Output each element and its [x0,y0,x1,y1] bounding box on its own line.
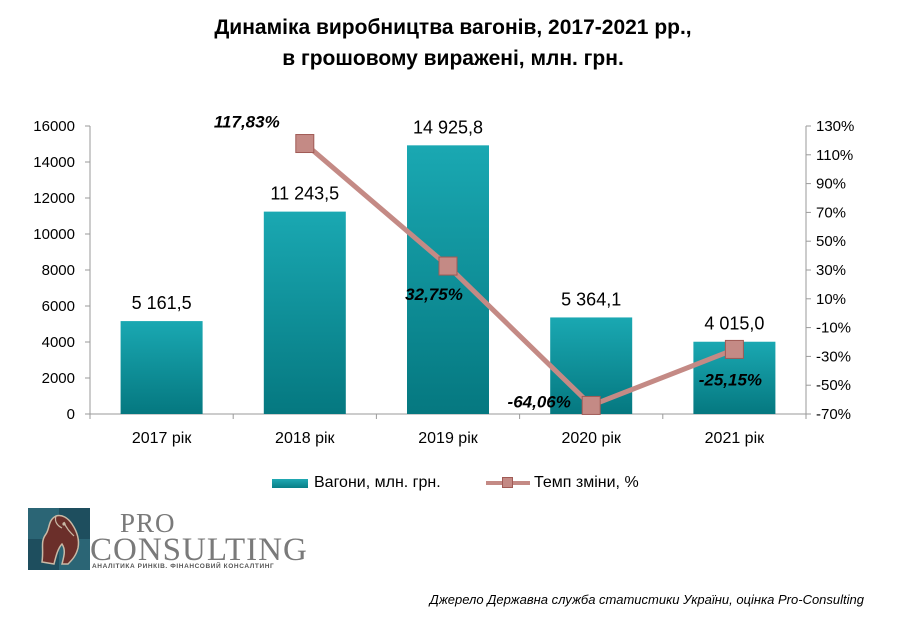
chart-title-line-2: в грошовому виражені, млн. грн. [282,47,624,70]
bar [407,145,489,414]
bar [120,321,203,414]
y-right-tick-label: -10% [816,320,851,337]
pro-consulting-logo: PRO CONSULTING АНАЛІТИКА РИНКІВ. ФІНАНСО… [28,508,308,574]
x-tick-label: 2018 рік [275,430,335,447]
y-left-tick-label: 14000 [33,154,75,171]
y-right-tick-label: -30% [816,348,851,365]
y-left-tick-label: 8000 [42,262,75,279]
y-right-tick-label: 110% [816,147,853,164]
legend-item-line: Темп зміни, % [486,474,639,492]
y-right-tick-label: 30% [816,262,846,279]
y-right-tick-label: 90% [816,176,846,193]
y-left-tick-label: 16000 [33,118,75,135]
y-right-tick-label: 130% [816,118,854,135]
line-series-path [303,141,736,408]
legend-label-bars: Вагони, млн. грн. [314,474,441,491]
source-note: Джерело Державна служба статистики Украї… [429,592,864,607]
line-point-marker [438,256,458,276]
x-tick-label: 2017 рік [132,430,192,447]
x-tick-label: 2021 рік [705,430,765,447]
y-right-tick-label: 10% [816,291,846,308]
chart-title: Динаміка виробництва вагонів, 2017-2021 … [0,12,906,74]
legend: Вагони, млн. грн. Темп зміни, % [0,474,906,498]
y-left-tick-label: 10000 [33,226,75,243]
bar-value-label: 5 161,5 [132,293,192,313]
chart-title-line-1: Динаміка виробництва вагонів, 2017-2021 … [214,16,692,39]
bar [263,211,346,414]
line-value-label: 32,75% [405,285,463,304]
y-left-tick-label: 6000 [42,298,75,315]
bar-value-label: 11 243,5 [270,184,339,204]
line-point-marker [581,395,601,415]
line-point-marker [295,134,315,154]
bar-value-label: 5 364,1 [561,289,621,309]
y-right-tick-label: 70% [816,204,846,221]
x-tick-label: 2019 рік [418,430,478,447]
legend-bar-swatch [272,478,308,488]
x-tick-label: 2020 рік [561,430,621,447]
horse-emblem-icon [28,508,90,570]
combo-chart: 0 2000 4000 6000 8000 10000 12000 14000 16000 -70… [33,113,854,447]
bar-value-label: 4 015,0 [704,314,764,334]
legend-item-bars: Вагони, млн. грн. [272,474,441,492]
line-value-label: -64,06% [508,392,571,411]
y-left-tick-label: 0 [67,406,75,423]
logo-consulting-text: CONSULTING [90,532,308,568]
line-value-label: -25,15% [699,370,762,389]
y-left-tick-label: 4000 [42,334,75,351]
y-right-tick-label: -70% [816,406,851,423]
line-point-marker [724,339,744,359]
logo-tagline: АНАЛІТИКА РИНКІВ. ФІНАНСОВИЙ КОНСАЛТИНГ [92,563,275,570]
legend-line-swatch [486,477,530,489]
y-right-tick-label: -50% [816,377,851,394]
line-value-label: 117,83% [214,113,280,132]
y-left-tick-label: 12000 [33,190,75,207]
legend-label-line: Темп зміни, % [534,474,639,491]
bar-value-label: 14 925,8 [413,117,483,137]
y-left-tick-label: 2000 [42,370,75,387]
y-right-tick-label: 50% [816,233,846,250]
logo-pro-text: PRO [120,508,176,538]
